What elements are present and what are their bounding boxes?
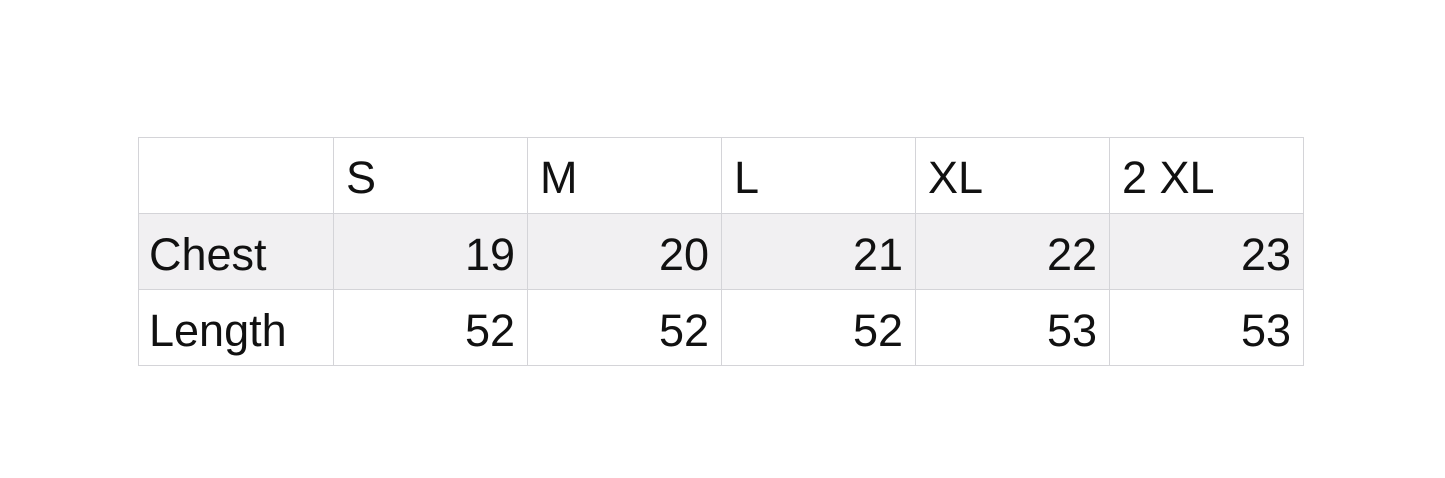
table-cell: 20 [527, 213, 722, 290]
header-cell-empty [138, 137, 334, 214]
header-cell-l: L [721, 137, 916, 214]
table-cell: 23 [1109, 213, 1304, 290]
header-cell-xl: XL [915, 137, 1110, 214]
size-chart-table: S M L XL 2 XL Chest 19 20 21 22 23 Lengt… [138, 137, 1304, 366]
table-row-length: Length 52 52 52 53 53 [138, 289, 1304, 366]
table-cell: 53 [915, 289, 1110, 366]
header-cell-2xl: 2 XL [1109, 137, 1304, 214]
header-row: S M L XL 2 XL [138, 137, 1304, 214]
table-cell: 53 [1109, 289, 1304, 366]
row-label: Chest [138, 213, 334, 290]
table-cell: 52 [721, 289, 916, 366]
header-cell-m: M [527, 137, 722, 214]
header-cell-s: S [333, 137, 528, 214]
table-cell: 22 [915, 213, 1110, 290]
table-cell: 21 [721, 213, 916, 290]
table-cell: 52 [527, 289, 722, 366]
row-label: Length [138, 289, 334, 366]
table-cell: 52 [333, 289, 528, 366]
table-cell: 19 [333, 213, 528, 290]
table-row-chest: Chest 19 20 21 22 23 [138, 213, 1304, 290]
